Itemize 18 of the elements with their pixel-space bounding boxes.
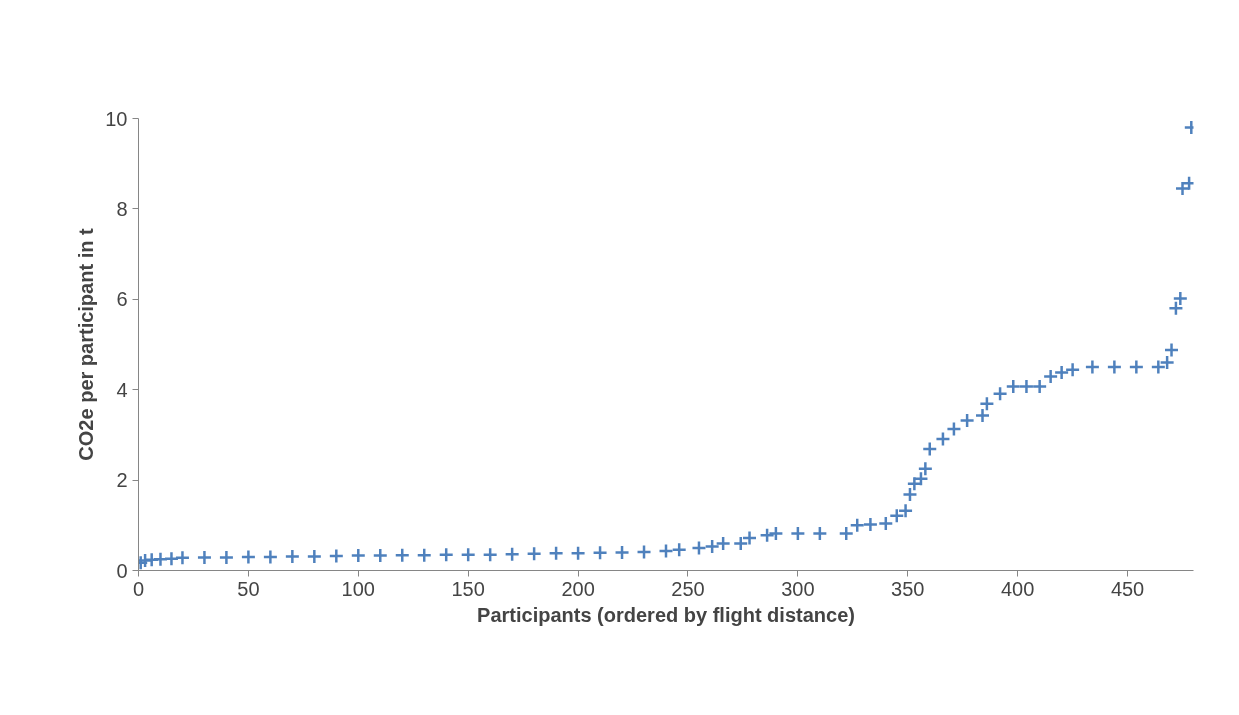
y-tick-label: 10: [105, 107, 128, 130]
x-tick-label: 300: [781, 577, 815, 600]
y-tick-label: 2: [116, 469, 128, 492]
y-axis-title: CO2e per participant in t: [75, 228, 98, 461]
x-tick-label: 100: [341, 577, 375, 600]
x-tick-label: 350: [891, 577, 925, 600]
y-tick-label: 6: [116, 288, 128, 311]
x-tick-label: 400: [1000, 577, 1035, 600]
y-tick-label: 8: [116, 197, 128, 220]
y-tick-label: 0: [116, 559, 128, 582]
x-tick-label: 0: [132, 577, 145, 600]
x-tick-label: 450: [1110, 577, 1145, 600]
y-tick-label: 4: [116, 378, 128, 401]
x-tick-label: 50: [237, 577, 260, 600]
x-axis-title: Participants (ordered by flight distance): [477, 603, 855, 626]
x-tick-label: 250: [671, 577, 705, 600]
x-tick-label: 200: [561, 577, 595, 600]
x-tick-label: 150: [451, 577, 485, 600]
